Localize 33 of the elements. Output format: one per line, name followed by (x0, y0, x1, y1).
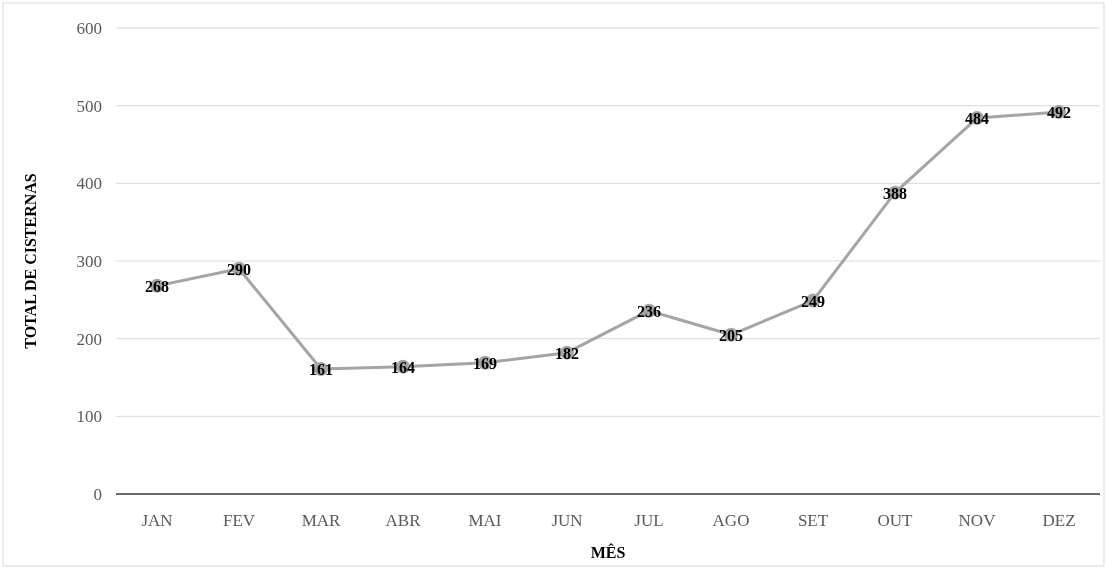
x-tick-label: FEV (222, 511, 256, 530)
x-tick-label: JAN (141, 511, 173, 530)
x-tick-label: JUN (551, 511, 583, 530)
x-tick-label: JUL (634, 511, 664, 530)
x-tick-label: ABR (385, 511, 422, 530)
y-tick-label: 0 (93, 485, 102, 504)
data-label: 169 (473, 354, 497, 372)
y-tick-label: 200 (76, 329, 102, 349)
x-tick-label: OUT (877, 511, 914, 530)
y-axis-title: TOTAL DE CISTERNAS (22, 173, 39, 349)
x-tick-label: DEZ (1042, 511, 1076, 530)
data-label: 182 (555, 344, 579, 362)
y-tick-label: 300 (76, 252, 102, 271)
x-tick-label: MAR (301, 511, 342, 530)
x-axis-title: MÊS (590, 543, 626, 561)
data-label: 492 (1047, 103, 1071, 121)
y-tick-label: 400 (76, 174, 102, 194)
x-tick-label: SET (797, 511, 829, 530)
data-label: 484 (965, 110, 989, 128)
data-label: 388 (883, 184, 907, 202)
data-label: 205 (719, 326, 743, 344)
y-tick-label: 500 (76, 96, 102, 116)
data-label: 164 (391, 358, 415, 376)
data-label: 290 (227, 260, 251, 278)
x-tick-label: MAI (468, 511, 502, 530)
data-label: 268 (145, 277, 169, 295)
y-tick-label: 600 (76, 19, 102, 38)
y-tick-label: 100 (76, 407, 102, 427)
data-label: 236 (637, 302, 661, 320)
x-tick-label: NOV (958, 511, 997, 530)
x-tick-label: AGO (712, 511, 750, 530)
data-label: 161 (309, 360, 333, 378)
data-label: 249 (801, 292, 825, 310)
